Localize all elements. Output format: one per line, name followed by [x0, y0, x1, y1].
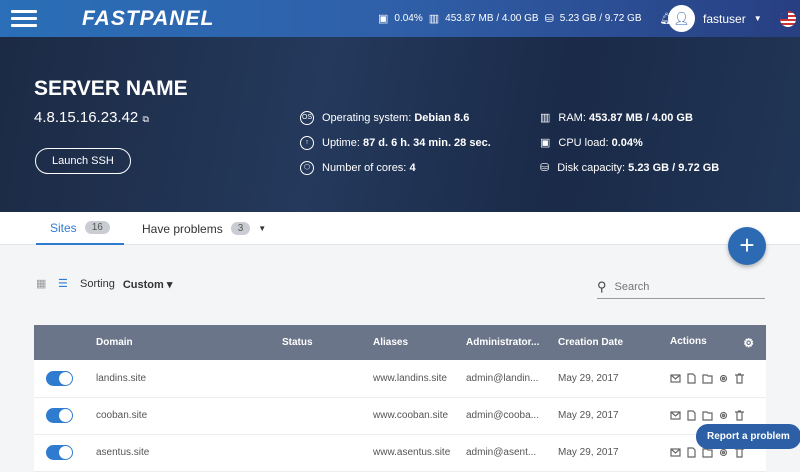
- info-disk: ⛁ Disk capacity: 5.23 GB / 9.72 GB: [540, 161, 720, 175]
- cpu-icon: ▣: [378, 13, 389, 25]
- user-menu[interactable]: 👤︎ fastuser ▼ ▼: [668, 5, 800, 32]
- mail-icon[interactable]: [670, 447, 681, 458]
- document-icon[interactable]: [686, 373, 697, 384]
- col-status[interactable]: Status: [282, 337, 313, 348]
- avatar: 👤︎: [668, 5, 695, 32]
- add-site-button[interactable]: +: [728, 227, 766, 265]
- col-creation-date[interactable]: Creation Date: [558, 337, 624, 348]
- info-ram: ▥ RAM: 453.87 MB / 4.00 GB: [540, 111, 693, 125]
- ram-icon: ▥: [540, 112, 551, 124]
- username: fastuser: [703, 11, 746, 26]
- chevron-down-icon: ▼: [258, 224, 267, 233]
- os-icon: OS: [300, 111, 314, 125]
- grid-view-icon[interactable]: ▦: [36, 278, 47, 290]
- cpu-value: 0.04%: [394, 13, 423, 24]
- sites-table: Domain Status Aliases Administrator... C…: [34, 325, 766, 472]
- date-cell: May 29, 2017: [558, 447, 619, 458]
- settings-icon[interactable]: [718, 447, 729, 458]
- chevron-down-icon: ▼: [753, 14, 762, 23]
- document-icon[interactable]: [686, 447, 697, 458]
- uptime-icon: ↑: [300, 136, 314, 150]
- flag-us-icon[interactable]: [779, 10, 796, 27]
- search-input[interactable]: [614, 281, 755, 293]
- sorting-label: Sorting: [80, 278, 115, 290]
- site-enabled-toggle[interactable]: [46, 370, 73, 386]
- table-row: landins.site www.landins.site admin@land…: [34, 360, 766, 397]
- folder-icon[interactable]: [702, 373, 713, 384]
- col-administrator[interactable]: Administrator...: [466, 337, 540, 348]
- admin-cell: admin@asent...: [466, 447, 537, 458]
- disk-value: 5.23 GB / 9.72 GB: [559, 13, 642, 24]
- info-cpu: ▣ CPU load: 0.04%: [540, 136, 643, 150]
- settings-icon[interactable]: [718, 410, 729, 421]
- admin-cell: admin@landin...: [466, 372, 539, 384]
- domain-cell[interactable]: landins.site: [96, 372, 147, 384]
- alias-cell: www.landins.site: [373, 372, 447, 384]
- status-cell: [282, 397, 373, 434]
- search-box: ⚲: [597, 276, 765, 299]
- table-header: Domain Status Aliases Administrator... C…: [34, 325, 766, 360]
- mail-icon[interactable]: [670, 373, 681, 384]
- search-icon: ⚲: [597, 279, 607, 294]
- table-row: asentus.site www.asentus.site admin@asen…: [34, 434, 766, 471]
- problems-count-badge: 3: [230, 222, 251, 235]
- sites-count-badge: 16: [84, 221, 110, 234]
- domain-cell[interactable]: asentus.site: [96, 447, 150, 458]
- cpu-icon: ▣: [540, 137, 551, 149]
- cores-icon: ⬡: [300, 161, 314, 175]
- trash-icon[interactable]: [734, 373, 745, 384]
- copy-icon[interactable]: ⧉: [142, 114, 149, 124]
- sorting-dropdown[interactable]: Custom ▾: [122, 278, 173, 291]
- ram-icon: ▥: [428, 13, 440, 25]
- list-toolbar: ▦ ☰ Sorting Custom ▾: [36, 277, 172, 291]
- server-ip: 4.8.15.16.23.42 ⧉: [34, 109, 149, 126]
- folder-icon[interactable]: [702, 410, 713, 421]
- status-cell: [282, 360, 373, 397]
- gear-icon[interactable]: ⚙: [743, 335, 754, 350]
- top-bar: FASTPANEL ▣ 0.04% ▥ 453.87 MB / 4.00 GB ⛁ 5…: [0, 0, 800, 37]
- site-enabled-toggle[interactable]: [46, 408, 73, 423]
- admin-cell: admin@cooba...: [466, 410, 539, 421]
- table-row: cooban.site www.cooban.site admin@cooba.…: [34, 397, 766, 434]
- launch-ssh-button[interactable]: Launch SSH: [35, 148, 131, 174]
- info-cores: ⬡ Number of cores: 4: [300, 161, 416, 175]
- ram-value: 453.87 MB / 4.00 GB: [445, 13, 539, 24]
- server-header: SERVER NAME 4.8.15.16.23.42 ⧉ Launch SSH…: [0, 37, 800, 212]
- logo: FASTPANEL: [82, 6, 215, 30]
- disk-icon: ⛁: [544, 13, 554, 25]
- col-actions: Actions ⚙: [670, 335, 754, 350]
- resource-stats: ▣ 0.04% ▥ 453.87 MB / 4.00 GB ⛁ 5.23 GB / 9…: [378, 12, 673, 25]
- site-enabled-toggle[interactable]: [46, 445, 73, 460]
- tab-have-problems[interactable]: Have problems 3 ▼: [142, 221, 267, 236]
- alias-cell: www.asentus.site: [373, 447, 451, 458]
- date-cell: May 29, 2017: [558, 410, 619, 421]
- menu-icon[interactable]: [11, 6, 37, 31]
- actions-cell: [670, 360, 766, 397]
- trash-icon[interactable]: [734, 410, 745, 421]
- disk-icon: ⛁: [540, 162, 550, 174]
- domain-cell[interactable]: cooban.site: [96, 410, 148, 421]
- settings-icon[interactable]: [718, 373, 729, 384]
- info-os: OS Operating system: Debian 8.6: [300, 111, 470, 125]
- status-cell: [282, 434, 373, 471]
- server-name: SERVER NAME: [34, 77, 188, 100]
- col-domain[interactable]: Domain: [96, 337, 133, 348]
- list-view-icon[interactable]: ☰: [58, 278, 68, 290]
- tab-sites[interactable]: Sites 16: [36, 212, 124, 245]
- date-cell: May 29, 2017: [558, 372, 619, 384]
- info-uptime: ↑ Uptime: 87 d. 6 h. 34 min. 28 sec.: [300, 136, 491, 150]
- report-problem-button[interactable]: Report a problem: [696, 424, 800, 449]
- alias-cell: www.cooban.site: [373, 410, 449, 421]
- tab-bar: Sites 16 Have problems 3 ▼: [0, 212, 800, 245]
- document-icon[interactable]: [686, 410, 697, 421]
- col-aliases[interactable]: Aliases: [373, 337, 409, 348]
- actions-cell: [670, 397, 766, 434]
- mail-icon[interactable]: [670, 410, 681, 421]
